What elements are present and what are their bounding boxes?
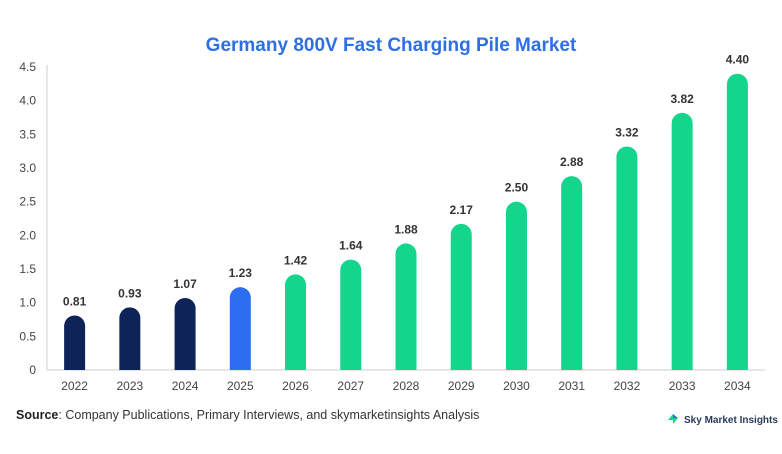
- y-tick-label: 1.0: [19, 296, 36, 310]
- x-tick-label: 2032: [614, 379, 641, 393]
- data-label: 1.07: [173, 277, 197, 291]
- bar-2033: [671, 112, 693, 370]
- bar-2031: [561, 176, 583, 370]
- sky-market-insights-logo-icon: [666, 412, 680, 429]
- bar-2023: [119, 307, 141, 370]
- brand-name: Sky Market Insights: [684, 415, 778, 426]
- x-tick-label: 2028: [393, 379, 420, 393]
- data-label: 1.23: [229, 266, 253, 280]
- x-tick-label: 2031: [558, 379, 585, 393]
- x-tick-label: 2023: [116, 379, 143, 393]
- bar-2028: [395, 243, 417, 370]
- data-label: 0.93: [118, 286, 142, 300]
- y-tick-label: 3.0: [19, 161, 36, 175]
- data-label: 1.42: [284, 253, 308, 267]
- chart-title: Germany 800V Fast Charging Pile Market: [205, 35, 577, 56]
- data-label: 2.88: [560, 155, 584, 169]
- x-tick-label: 2033: [669, 379, 696, 393]
- y-tick-label: 0.5: [19, 329, 36, 343]
- data-label: 0.81: [63, 294, 87, 308]
- y-tick-label: 2.0: [19, 228, 36, 242]
- source-label: Source: [16, 408, 59, 422]
- x-tick-label: 2029: [448, 379, 475, 393]
- bar-2032: [616, 146, 638, 370]
- brand: Sky Market Insights: [666, 412, 778, 429]
- bar-2034: [726, 73, 748, 370]
- data-label: 3.32: [615, 125, 639, 139]
- x-tick-label: 2025: [227, 379, 254, 393]
- y-tick-label: 4.5: [19, 60, 36, 74]
- data-label: 4.40: [726, 53, 750, 67]
- y-tick-label: 1.5: [19, 262, 36, 276]
- x-tick-label: 2024: [172, 379, 199, 393]
- data-label: 3.82: [670, 92, 694, 106]
- data-label: 2.50: [505, 181, 529, 195]
- bars-layer: [64, 73, 748, 370]
- source-text: : Company Publications, Primary Intervie…: [58, 408, 480, 422]
- bar-2024: [174, 297, 196, 370]
- data-label: 1.88: [394, 222, 418, 236]
- y-tick-label: 0: [29, 363, 36, 377]
- bar-2025: [229, 287, 251, 370]
- source-note: Source: Company Publications, Primary In…: [16, 408, 479, 422]
- x-tick-label: 2030: [503, 379, 530, 393]
- bar-2027: [340, 259, 362, 370]
- bar-2029: [450, 223, 472, 370]
- x-tick-label: 2034: [724, 379, 751, 393]
- x-tick-label: 2027: [337, 379, 364, 393]
- labels-layer: 2022 0.81 2023 0.93 2024 1.07 2025 1.23 2026 1.42…: [61, 53, 751, 393]
- bar-2030: [505, 201, 527, 370]
- y-tick-label: 4.0: [19, 94, 36, 108]
- y-tick-label: 2.5: [19, 195, 36, 209]
- data-label: 1.64: [339, 239, 363, 253]
- y-tick-label: 3.5: [19, 127, 36, 141]
- data-label: 2.17: [450, 203, 474, 217]
- bar-2026: [285, 274, 307, 370]
- x-tick-label: 2026: [282, 379, 309, 393]
- x-tick-label: 2022: [61, 379, 88, 393]
- bar-2022: [64, 315, 86, 370]
